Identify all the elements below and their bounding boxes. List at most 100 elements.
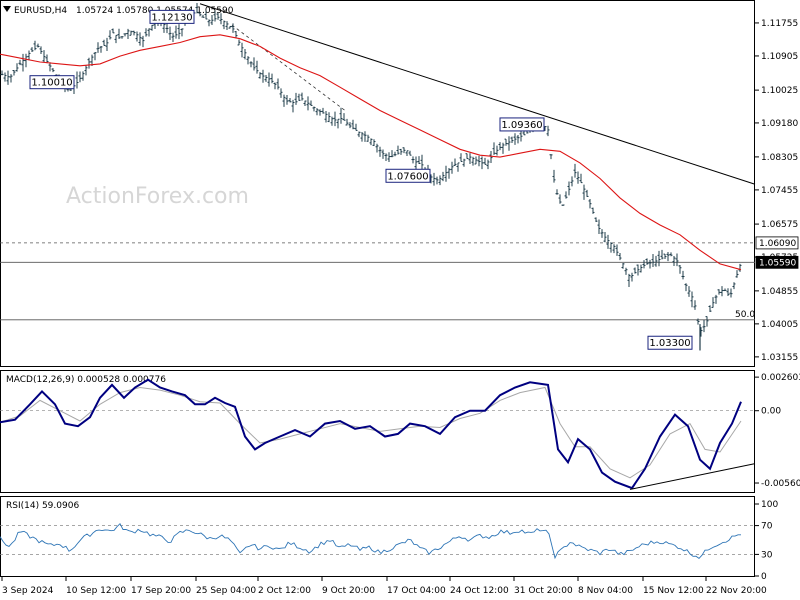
price-bar [384,153,388,161]
price-bar [621,263,625,269]
rsi-line [0,522,741,560]
price-bar [576,171,580,184]
price-bar [552,169,556,183]
price-bar [570,176,574,187]
price-bar [417,156,421,164]
price-tick-label: 1.04855 [761,287,798,297]
price-bar [591,207,595,214]
price-tick-label: 1.11755 [761,19,798,29]
price-bar [702,320,706,333]
price-bar [468,153,472,165]
macd-tick-label: 0.00 [761,407,781,417]
price-bar [0,70,4,76]
price-bar [558,194,562,204]
price-tick-label: 1.10025 [761,86,798,96]
price-bar [141,35,145,48]
rsi-tick-label: 70 [761,522,773,532]
annotation-label: 1.07600 [387,171,428,182]
price-bar [345,118,349,126]
price-bar [672,255,676,267]
price-bar [165,22,169,34]
price-bar [720,286,724,297]
price-bar [195,2,199,14]
price-bar [234,30,238,39]
price-bar [495,145,499,156]
price-bar [732,282,736,290]
time-tick-label: 24 Oct 12:00 [450,586,509,596]
price-bar [240,42,244,58]
price-bar [687,286,691,297]
price-bar [684,283,688,292]
price-bar [357,131,361,138]
price-bar [738,263,742,272]
price-bar [630,272,634,282]
price-bar [729,288,733,298]
price-bar [114,34,118,44]
price-bar [726,288,730,296]
price-bar [660,249,664,260]
price-bar [342,113,346,121]
price-bar [252,57,256,71]
price-bar [258,72,262,79]
macd-line [0,378,742,490]
price-bar [480,156,484,170]
price-bar [663,253,667,260]
price-bar [366,134,370,142]
price-bar [291,99,295,113]
price-bar [351,119,355,130]
price-bar [78,71,82,83]
price-bar [627,273,631,287]
price-annotation: 1.09360 [499,117,545,132]
price-bar [492,142,496,155]
annotation-label: 1.10010 [31,78,72,89]
price-bar [132,30,136,36]
price-tick-label: 1.09180 [761,119,798,129]
price-tick-label: 1.10905 [761,52,798,62]
price-bar [714,294,718,304]
price-bar [39,46,43,54]
price-bar [300,92,304,101]
price-bar [81,71,85,81]
time-tick-label: 8 Nov 04:00 [578,586,633,596]
fib-trendline [231,24,346,111]
price-bar [18,59,22,66]
rsi-tick-label: 30 [761,550,773,560]
price-bar [264,75,268,82]
price-bar [129,30,133,36]
price-bar [51,68,55,73]
annotation-box [647,335,693,350]
time-tick-label: 2 Oct 12:00 [258,586,311,596]
price-bar [411,156,415,164]
price-bar [42,50,46,63]
time-axis: 3 Sep 2024 10 Sep 12:00 17 Sep 20:00 25 Sep… [1,577,767,596]
price-bar [333,111,337,127]
rsi-layer: RSI(14) 59.0906 100 70 30 0 [0,500,778,582]
price-bar [108,30,112,40]
price-bar [48,62,52,72]
price-bar [243,49,247,60]
price-bar [204,10,208,20]
rsi-panel-frame [0,496,755,577]
price-bar [408,150,412,156]
price-bar [459,153,463,162]
price-bar [174,25,178,39]
price-bar [618,253,622,261]
price-bar [507,136,511,151]
price-bar [171,32,175,42]
price-bar [147,28,151,37]
price-bar [450,161,454,174]
price-bar [669,252,673,257]
price-bar [435,176,439,185]
price-bar [285,94,289,105]
time-tick-label: 9 Oct 20:00 [322,586,375,596]
price-bar [588,198,592,209]
price-bar [390,150,394,158]
price-bar [297,93,301,101]
price-bar [168,26,172,40]
price-bar [399,148,403,155]
time-tick-label: 3 Sep 2024 [2,586,54,596]
price-bar [180,28,184,37]
price-bar [126,28,130,40]
chart-header: EURUSD,H4 1.05724 1.05780 1.05574 1.0559… [3,6,234,16]
price-bar [330,116,334,126]
